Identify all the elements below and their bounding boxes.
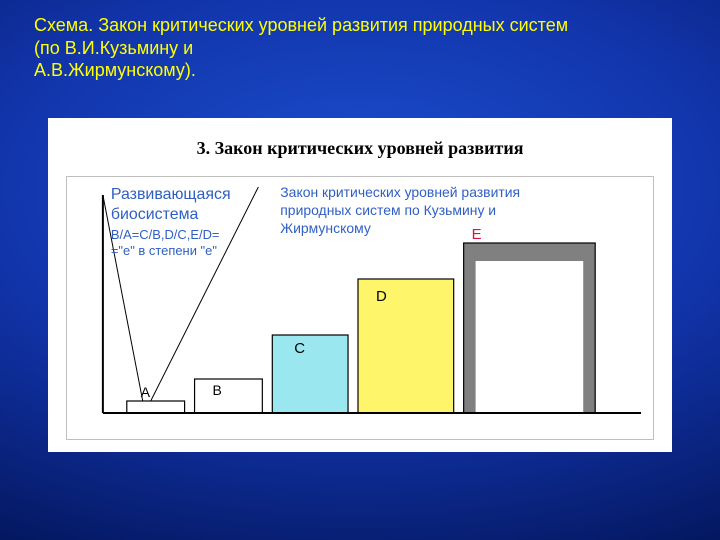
content-panel: 3. Закон критических уровней развития A B…	[48, 118, 672, 452]
bar-label-d: D	[376, 288, 387, 305]
bar-d	[358, 279, 454, 413]
law-text-3: Жирмунскому	[280, 220, 371, 236]
bar-chart: A B C D E Развивающаяся биосистема B/A=C/B,D/C,…	[67, 177, 653, 439]
law-text-2: природных систем по Кузьмину и	[280, 202, 496, 218]
y-axis-title-2: биосистема	[111, 206, 199, 223]
slide-title-line2: (по В.И.Кузьмину и	[34, 38, 193, 58]
chart-area: A B C D E Развивающаяся биосистема B/A=C/B,D/C,…	[66, 176, 654, 440]
slide-title-line1: Схема. Закон критических уровней развити…	[34, 15, 568, 35]
slide: Схема. Закон критических уровней развити…	[0, 0, 720, 540]
bar-label-a: A	[141, 384, 151, 400]
reference-line	[103, 195, 143, 401]
formula-line-1: B/A=C/B,D/C,E/D=	[111, 227, 220, 242]
y-axis-title-1: Развивающаяся	[111, 186, 231, 203]
slide-title-line3: А.В.Жирмунскому).	[34, 60, 196, 80]
formula-line-2: ="e" в степени "e"	[111, 243, 217, 258]
bar-c	[272, 335, 348, 413]
bar-label-b: B	[213, 382, 222, 398]
bar-a	[127, 401, 185, 413]
slide-title: Схема. Закон критических уровней развити…	[34, 14, 680, 82]
bar-label-c: C	[294, 340, 305, 357]
law-text-1: Закон критических уровней развития	[280, 184, 520, 200]
bar-e-inset	[476, 261, 584, 413]
bar-label-e: E	[472, 226, 482, 243]
panel-title: 3. Закон критических уровней развития	[48, 138, 672, 159]
bar-b	[195, 379, 263, 413]
